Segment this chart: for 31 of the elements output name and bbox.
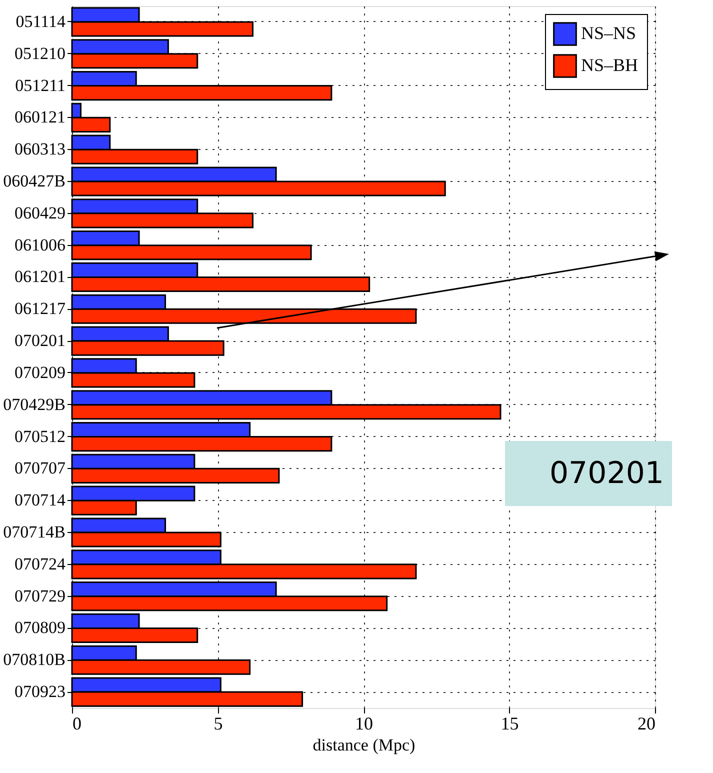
x-tick-label: 5 [214, 714, 223, 734]
y-tick-label: 070707 [14, 458, 66, 478]
y-tick-label: 070714 [14, 490, 66, 510]
annotation: 070201 [549, 456, 664, 491]
x-axis-title: distance (Mpc) [312, 736, 416, 754]
y-tick-label: 070512 [14, 426, 66, 446]
y-tick-label: 070429B [3, 394, 66, 414]
x-tick-label: 0 [72, 714, 82, 734]
y-tick-label: 060313 [14, 140, 66, 159]
y-tick-label: 070810B [3, 650, 66, 670]
y-tick-label: 051114 [16, 12, 66, 31]
y-tick-label: 070923 [14, 682, 66, 702]
y-tick-label: 070724 [14, 554, 66, 574]
y-tick-label: 061201 [14, 267, 66, 286]
y-tick-label: 070809 [14, 618, 66, 638]
y-tick-label: 051210 [14, 44, 66, 63]
x-tick-label: 15 [500, 714, 519, 734]
y-tick-label: 060429 [14, 203, 66, 222]
legend-label: NS–BH [581, 55, 638, 75]
y-tick-label: 070209 [14, 362, 66, 382]
x-tick-label: 10 [355, 714, 373, 734]
y-tick-label: 070201 [14, 331, 66, 350]
y-tick-label: 060121 [14, 108, 66, 127]
y-tick-label: 070714B [3, 522, 66, 542]
y-tick-label: 051211 [15, 76, 66, 95]
legend-label: NS–NS [581, 23, 636, 43]
x-tick-label: 20 [638, 714, 656, 734]
y-tick-label: 060427B [3, 172, 66, 190]
y-tick-label: 070729 [14, 586, 66, 606]
y-tick-label: 061006 [14, 235, 66, 254]
y-tick-label: 061217 [14, 299, 66, 318]
